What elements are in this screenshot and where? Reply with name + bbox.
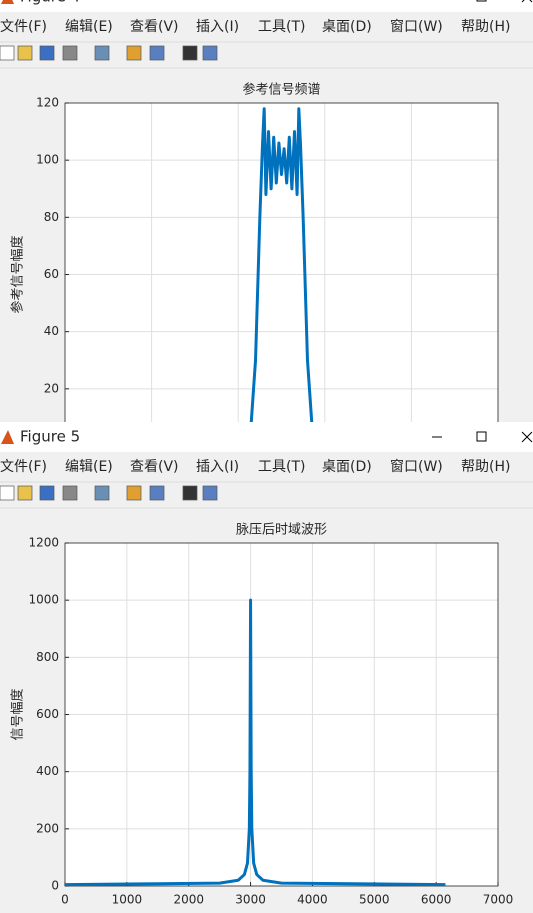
title-bar xyxy=(0,0,533,12)
menu-item[interactable]: 查看(V) xyxy=(130,459,179,475)
maximize-button[interactable] xyxy=(476,0,487,2)
menu-item[interactable]: 插入(I) xyxy=(196,19,239,35)
menu-item[interactable]: 帮助(H) xyxy=(461,19,510,35)
toolbar-button[interactable] xyxy=(17,45,33,61)
close-button[interactable] xyxy=(521,431,533,443)
window-title: Figure 5 xyxy=(20,428,80,446)
menu-item[interactable]: 插入(I) xyxy=(196,459,239,475)
y-axis-label: 信号幅度 xyxy=(10,688,26,740)
toolbar-button[interactable] xyxy=(39,485,55,501)
chart-title: 脉压后时域波形 xyxy=(236,523,327,538)
axes-box xyxy=(64,542,499,887)
toolbar-button[interactable] xyxy=(94,45,110,61)
y-tick-label: 20 xyxy=(44,381,59,395)
y-tick-label: 100 xyxy=(36,153,59,167)
menu-item[interactable]: 工具(T) xyxy=(258,459,305,475)
x-tick-label: 3000 xyxy=(235,893,266,907)
menu-item[interactable]: 帮助(H) xyxy=(461,459,510,475)
toolbar-button[interactable] xyxy=(182,45,198,61)
toolbar-button[interactable] xyxy=(126,45,142,61)
x-tick-label: 6000 xyxy=(421,893,452,907)
toolbar-button[interactable] xyxy=(17,485,33,501)
close-button[interactable] xyxy=(521,0,533,3)
y-tick-label: 600 xyxy=(36,707,59,721)
x-tick-label: 1000 xyxy=(112,893,143,907)
toolbar-button[interactable] xyxy=(149,45,165,61)
x-tick-label: 0 xyxy=(61,893,69,907)
x-tick-label: 4000 xyxy=(297,893,328,907)
menu-item[interactable]: 桌面(D) xyxy=(322,19,372,35)
toolbar-button[interactable] xyxy=(0,485,15,501)
x-tick-label: 7000 xyxy=(483,893,514,907)
toolbar-button[interactable] xyxy=(62,485,78,501)
menu-item[interactable]: 文件(F) xyxy=(0,459,47,475)
toolbar-button[interactable] xyxy=(202,485,218,501)
menu-item[interactable]: 窗口(W) xyxy=(390,18,443,35)
x-tick-label: 5000 xyxy=(359,893,390,907)
toolbar-button[interactable] xyxy=(126,485,142,501)
y-tick-label: 1200 xyxy=(28,536,59,550)
y-axis-label: 参考信号幅度 xyxy=(10,235,26,313)
app-icon xyxy=(1,0,14,4)
toolbar-button[interactable] xyxy=(202,45,218,61)
data-line xyxy=(237,107,326,448)
maximize-button[interactable] xyxy=(476,431,487,442)
menu-item[interactable]: 文件(F) xyxy=(0,19,47,35)
figure-window: Figure 5 文件(F) 编辑(E) 查看(V) 插入(I) 工具(T) 桌面(D) 窗口… xyxy=(0,422,533,909)
title-bar xyxy=(0,422,533,452)
chart-title: 参考信号频谱 xyxy=(242,82,320,98)
y-tick-label: 60 xyxy=(44,267,59,281)
y-tick-label: 400 xyxy=(36,764,59,778)
y-tick-label: 120 xyxy=(36,96,59,110)
toolbar-button[interactable] xyxy=(182,485,198,501)
y-tick-label: 40 xyxy=(44,324,59,338)
y-tick-label: 200 xyxy=(36,821,59,835)
y-tick-label: 0 xyxy=(51,879,59,893)
app-icon xyxy=(1,430,14,444)
data-line xyxy=(64,598,446,887)
x-tick-label: 2000 xyxy=(173,893,204,907)
toolbar-button[interactable] xyxy=(94,485,110,501)
toolbar-button[interactable] xyxy=(62,45,78,61)
menu-item[interactable]: 工具(T) xyxy=(258,19,305,35)
menu-item[interactable]: 编辑(E) xyxy=(65,459,113,475)
menu-item[interactable]: 窗口(W) xyxy=(390,458,443,475)
toolbar-button[interactable] xyxy=(149,485,165,501)
window-title: Figure 4 xyxy=(20,0,80,6)
y-tick-label: 800 xyxy=(36,650,59,664)
y-tick-label: 80 xyxy=(44,210,59,224)
toolbar-button[interactable] xyxy=(39,45,55,61)
toolbar-button[interactable] xyxy=(0,45,15,61)
y-tick-label: 1000 xyxy=(28,593,59,607)
menu-item[interactable]: 桌面(D) xyxy=(322,459,372,475)
menu-item[interactable]: 查看(V) xyxy=(130,19,179,35)
menu-item[interactable]: 编辑(E) xyxy=(65,19,113,35)
